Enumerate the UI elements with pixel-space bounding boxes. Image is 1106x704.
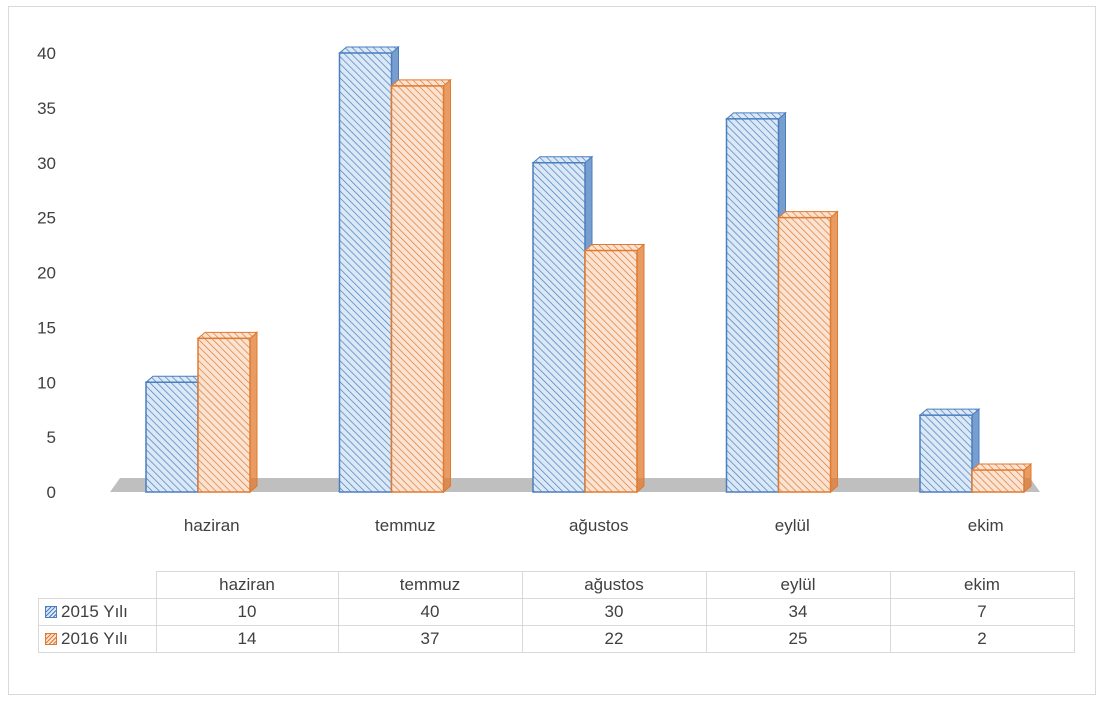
x-tick-label: ağustos [569,516,629,535]
table-header-agustos: ağustos [521,571,707,599]
table-cell: 40 [337,598,523,626]
table-header-eylul: eylül [705,571,891,599]
bar-top [918,408,981,416]
y-tick-label: 35 [37,99,56,118]
bar-top [970,463,1033,471]
bar-front [390,85,445,493]
y-tick-label: 5 [47,428,56,447]
bar-front [725,118,780,493]
bar-2015-temmuz [338,45,400,494]
table-cell: 10 [155,598,339,626]
table-cell: 25 [705,625,891,653]
table-header-temmuz: temmuz [337,571,523,599]
table-corner-cell [38,571,157,599]
table-cell: 30 [521,598,707,626]
bar-side [636,243,645,494]
bar-front [919,414,973,493]
table-cell: 14 [155,625,339,653]
bar-side [249,331,258,494]
y-tick-label: 40 [37,44,56,63]
bar-top [583,244,646,252]
legend-key-2015-icon [45,606,57,618]
bar-2016-ağustos [583,243,646,494]
table-row-2015: 2015 Yılı 10 40 30 34 7 [38,598,1075,626]
bar-side [830,210,838,494]
bar-top [531,156,594,164]
chart-plot: 0 5 10 15 20 25 30 35 40 haziran temmuz ağustos eyl… [37,44,1040,535]
table-cell: 2 [889,625,1075,653]
bar-2016-ekim [970,462,1033,494]
table-header-haziran: haziran [155,571,339,599]
bar-front [338,52,393,493]
series-name-2016: 2016 Yılı [61,629,128,648]
bar-front [145,381,199,493]
x-tick-label: temmuz [375,516,435,535]
chart-frame [8,6,1096,695]
y-tick-label: 20 [37,264,56,283]
y-axis: 0 5 10 15 20 25 30 35 40 [37,44,56,502]
table-cell: 7 [889,598,1075,626]
bar-front [584,249,638,493]
bar-front [197,337,251,493]
bar-top [144,375,207,383]
table-cell: 37 [337,625,523,653]
bar-2015-eylül [725,111,787,494]
table-series-label-2015: 2015 Yılı [38,598,157,626]
bar-top [390,79,452,87]
table-cell: 34 [705,598,891,626]
y-tick-label: 25 [37,209,56,228]
table-series-label-2016: 2016 Yılı [38,625,157,653]
y-tick-label: 0 [47,483,56,502]
bar-front [971,469,1025,493]
bar-top [196,331,259,339]
bar-top [725,112,787,120]
bar-2016-temmuz [390,78,452,494]
bar-2016-eylül [777,210,839,494]
bar-2015-ekim [918,408,981,494]
x-tick-label: haziran [184,516,240,535]
bar-2015-haziran [144,375,207,494]
table-header-ekim: ekim [889,571,1075,599]
bar-top [777,211,839,219]
table-cell: 22 [521,625,707,653]
bar-2015-ağustos [531,155,594,494]
bar-front [777,216,832,493]
x-tick-label: eylül [775,516,810,535]
data-table: haziran temmuz ağustos eylül ekim 2015 Y… [38,571,1075,653]
bar-2016-haziran [196,331,259,494]
y-tick-label: 30 [37,154,56,173]
bar-front [532,162,586,493]
bar-top [338,46,400,54]
table-header-row: haziran temmuz ağustos eylül ekim [38,571,1075,599]
x-axis: haziran temmuz ağustos eylül ekim [184,516,1004,535]
bars [144,45,1033,494]
y-tick-label: 10 [37,373,56,392]
bar-side [443,78,451,494]
x-tick-label: ekim [968,516,1004,535]
y-tick-label: 15 [37,318,56,337]
legend-key-2016-icon [45,633,57,645]
series-name-2015: 2015 Yılı [61,602,128,621]
table-row-2016: 2016 Yılı 14 37 22 25 2 [38,625,1075,653]
